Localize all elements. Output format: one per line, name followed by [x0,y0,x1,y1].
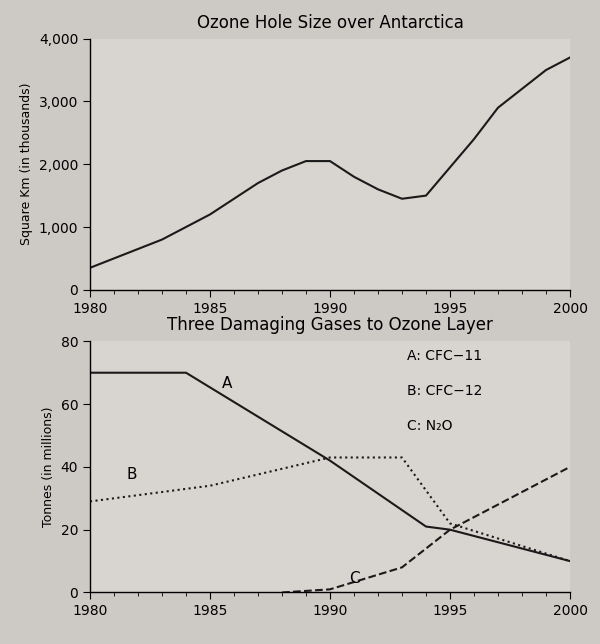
Title: Ozone Hole Size over Antarctica: Ozone Hole Size over Antarctica [197,14,463,32]
Text: C: N₂O: C: N₂O [407,419,452,433]
Text: A: CFC−11: A: CFC−11 [407,349,482,363]
Text: A: A [222,376,232,392]
Text: C: C [349,571,360,586]
Y-axis label: Tonnes (in millions): Tonnes (in millions) [42,406,55,527]
Y-axis label: Square Km (in thousands): Square Km (in thousands) [20,83,33,245]
Text: B: CFC−12: B: CFC−12 [407,384,482,398]
Title: Three Damaging Gases to Ozone Layer: Three Damaging Gases to Ozone Layer [167,316,493,334]
Text: B: B [126,468,137,482]
